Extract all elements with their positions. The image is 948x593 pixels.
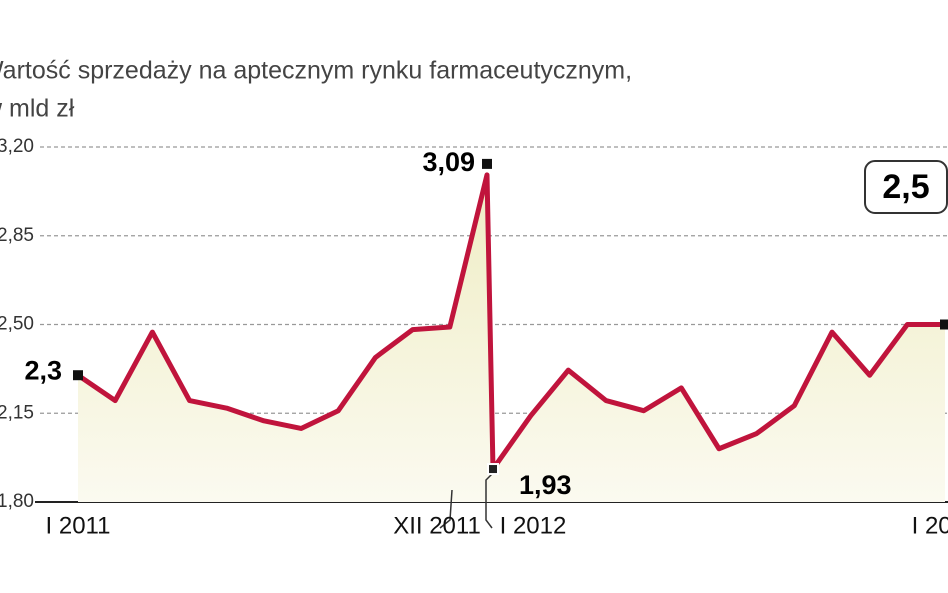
chart-title: Wartość sprzedaży na aptecznym rynku far… — [0, 57, 632, 85]
marker — [940, 319, 948, 330]
y-tick-label: 1,80 — [0, 491, 34, 512]
leader — [485, 472, 494, 529]
y-tick-label: 2,15 — [0, 402, 34, 423]
marker — [487, 463, 499, 476]
x-tick-label: I 2013 — [912, 512, 948, 539]
x-tick-label: I 2012 — [500, 512, 567, 539]
x-tick-label: I 2011 — [46, 512, 111, 539]
marker — [73, 370, 83, 381]
leader — [439, 489, 453, 529]
value-label: 2,3 — [24, 355, 62, 385]
value-label-box — [864, 160, 948, 214]
y-tick-label: 2,85 — [0, 225, 34, 246]
x-tick-label: XII 2011 — [393, 512, 481, 539]
y-tick-label: 2,50 — [0, 314, 34, 335]
value-label: 3,09 — [422, 147, 475, 177]
y-tick-label: 3,20 — [0, 136, 34, 157]
chart-subtitle: w mld zł — [0, 95, 75, 123]
marker — [482, 158, 492, 169]
value-label: 2,5 — [882, 168, 929, 206]
value-label: 1,93 — [519, 470, 572, 500]
area — [78, 174, 945, 502]
